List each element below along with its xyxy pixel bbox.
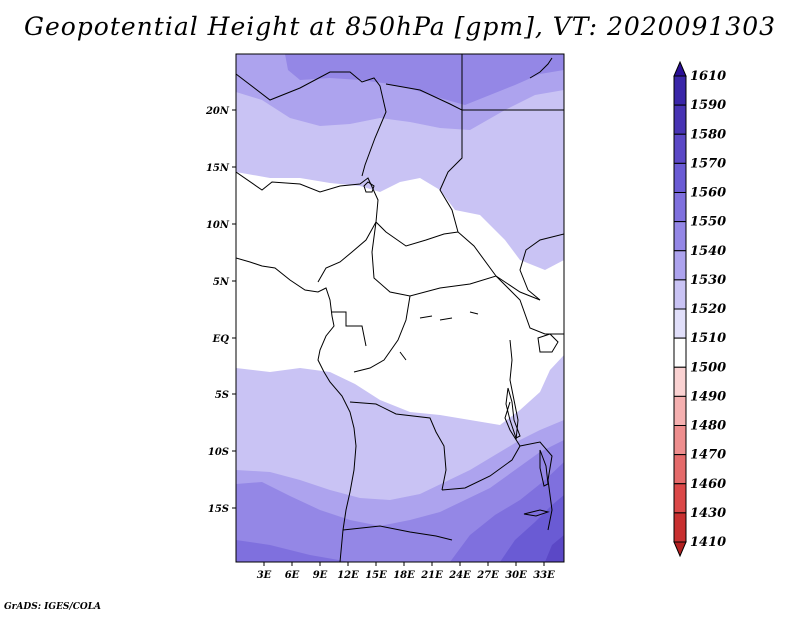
colorbar: 1610 1590 1580 1570 1560 1550 1540 1530 1520 1510… [673, 60, 726, 558]
colorbar-segment [673, 337, 687, 368]
lake-malawi [539, 449, 549, 487]
colorbar-segment [673, 75, 687, 106]
lon-label-18e: 18E [393, 570, 415, 581]
colorbar-label: 1610 [690, 69, 726, 84]
colorbar-bottom-arrow [673, 541, 687, 558]
map-frame [235, 53, 565, 563]
colorbar-segment [673, 192, 687, 223]
colorbar-segment [673, 133, 687, 164]
colorbar-label: 1530 [690, 273, 726, 288]
lon-label-21e: 21E [420, 570, 443, 581]
lon-label-33e: 33E [533, 570, 555, 581]
lat-label-15n: 15N [206, 163, 230, 174]
border-car-drc [371, 221, 541, 301]
colorbar-label: 1500 [690, 360, 726, 375]
colorbar-label: 1470 [690, 448, 726, 463]
colorbar-segment [673, 425, 687, 456]
congo-river-lakes [399, 311, 479, 361]
lon-label-30e: 30E [505, 570, 527, 581]
colorbar-label: 1570 [690, 156, 726, 171]
colorbar-label: 1550 [690, 215, 726, 230]
colorbar-segment [673, 104, 687, 135]
border-namibia [342, 525, 453, 541]
colorbar-label: 1490 [690, 389, 726, 404]
colorbar-segment [673, 279, 687, 310]
lake-victoria [537, 333, 559, 353]
lat-label-20n: 20N [205, 106, 230, 117]
lat-label-eq: EQ [212, 334, 230, 345]
colorbar-label: 1430 [690, 506, 726, 521]
grads-credit: GrADS: IGES/COLA [4, 602, 102, 612]
border-east-africa [495, 275, 564, 335]
lat-label-15s: 15S [208, 504, 229, 515]
lon-label-24e: 24E [448, 570, 471, 581]
lat-label-5n: 5N [213, 277, 230, 288]
colorbar-segment [673, 162, 687, 193]
field-se-1580 [545, 535, 564, 562]
border-mozambique [519, 441, 553, 531]
lat-labels: 20N 15N 10N 5N EQ 5S 10S 15S [205, 106, 230, 515]
border-ethiopia [519, 233, 564, 301]
lon-label-27e: 27E [476, 570, 499, 581]
coastline-west-africa [236, 257, 357, 562]
colorbar-segment [673, 308, 687, 339]
lon-labels: 3E 6E 9E 12E 15E 18E 21E 24E 27E 30E 33E [257, 570, 555, 581]
lon-label-6e: 6E [285, 570, 300, 581]
lake-kariba [523, 509, 550, 517]
border-rift-lakes [509, 339, 519, 441]
lon-label-3e: 3E [257, 570, 272, 581]
lat-label-10s: 10S [208, 447, 229, 458]
colorbar-top-arrow [673, 60, 687, 77]
border-nigeria-cameroon [317, 221, 377, 283]
colorbar-segment [673, 483, 687, 514]
lake-tanganyika [505, 387, 521, 439]
border-zambia [441, 401, 521, 491]
border-cameroon-car [375, 221, 459, 247]
lon-label-15e: 15E [365, 570, 387, 581]
colorbar-label: 1560 [690, 186, 726, 201]
colorbar-segment [673, 395, 687, 426]
colorbar-segment [673, 221, 687, 252]
border-sahara-north [236, 71, 387, 177]
border-gabon [332, 311, 367, 347]
lon-label-12e: 12E [337, 570, 359, 581]
map-ticks [232, 109, 545, 566]
map-title: Geopotential Height at 850hPa [gpm], VT:… [23, 12, 777, 41]
lon-label-9e: 9E [313, 570, 328, 581]
colorbar-segment [673, 250, 687, 281]
colorbar-label: 1510 [690, 331, 726, 346]
coastlines-borders [236, 54, 564, 562]
height-field [236, 54, 564, 562]
border-congo-drc [353, 295, 411, 373]
colorbar-label: 1410 [690, 535, 726, 550]
colorbar-segment [673, 366, 687, 397]
border-angola-drc [349, 401, 447, 491]
field-south-1560 [236, 540, 350, 562]
lat-label-5s: 5S [215, 390, 229, 401]
colorbar-label: 1590 [690, 98, 726, 113]
colorbar-label: 1480 [690, 419, 726, 434]
colorbar-segment [673, 454, 687, 485]
lake-chad [363, 181, 375, 193]
field-north-1550 [285, 54, 564, 105]
colorbar-label: 1580 [690, 127, 726, 142]
colorbar-label: 1540 [690, 244, 726, 259]
colorbar-label: 1520 [690, 302, 726, 317]
red-sea-coast [529, 57, 553, 79]
colorbar-segment [673, 512, 687, 543]
border-chad-sudan [385, 83, 497, 277]
colorbar-label: 1460 [690, 477, 726, 492]
lat-label-10n: 10N [206, 220, 230, 231]
